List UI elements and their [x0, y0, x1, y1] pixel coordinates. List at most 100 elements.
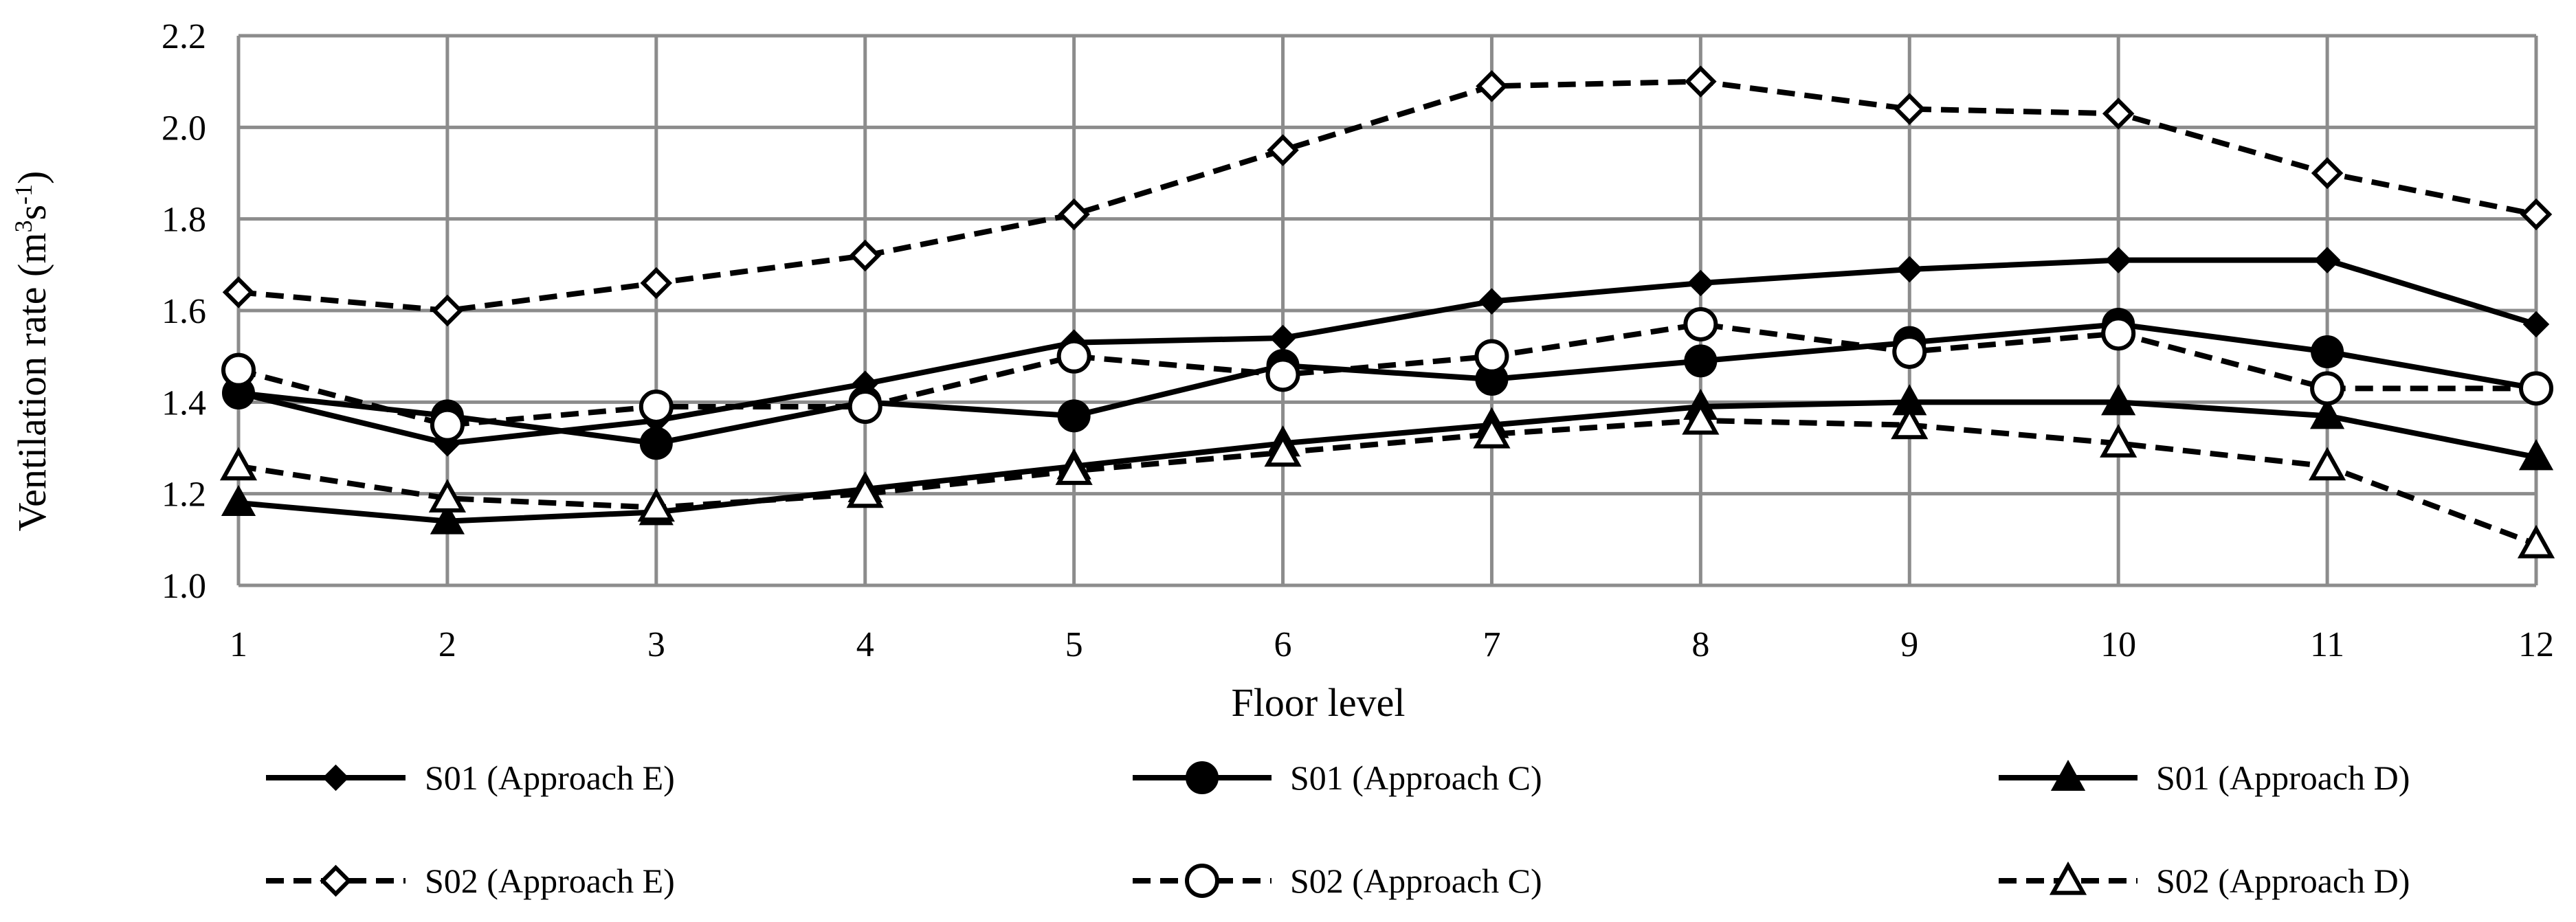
legend-label: S01 (Approach D)	[2156, 758, 2410, 797]
data-point	[1684, 344, 1718, 378]
data-point	[847, 390, 882, 424]
data-point	[1478, 288, 1505, 315]
legend-item: S02 (Approach E)	[266, 862, 675, 900]
legend-swatch-marker	[2050, 759, 2086, 791]
x-axis-ticks: 1 2 3 4 5 6 7 8 9 10 11 12	[230, 625, 2554, 664]
data-point	[2518, 439, 2554, 471]
x-tick-label: 7	[1483, 625, 1500, 664]
y-axis-title-sup1: 3	[10, 221, 37, 233]
y-tick-label: 1.4	[162, 383, 206, 423]
data-point	[1474, 339, 1509, 374]
data-point	[2105, 247, 2132, 273]
legend-item: S02 (Approach C)	[1133, 862, 1542, 900]
legend: S01 (Approach E) S01 (Approach C) S01 (App…	[266, 758, 2410, 900]
legend-item: S01 (Approach E)	[266, 758, 675, 797]
data-point	[222, 276, 255, 308]
series-line	[238, 78, 2537, 313]
series-line	[238, 418, 2538, 547]
series-line	[238, 399, 2537, 524]
data-point	[431, 294, 464, 327]
data-point	[1473, 414, 1511, 449]
series-5	[221, 307, 2553, 442]
legend-swatch-marker	[1186, 761, 1219, 794]
legend-swatch-marker	[320, 864, 352, 897]
data-point	[2311, 157, 2344, 190]
y-tick-label: 1.8	[162, 201, 206, 240]
legend-item: S01 (Approach C)	[1133, 758, 1542, 797]
data-point	[2100, 424, 2138, 458]
y-tick-label: 1.2	[162, 475, 206, 515]
legend-swatch-marker	[2049, 861, 2087, 895]
y-axis-title-end: )	[10, 171, 54, 184]
y-axis-title: Ventilation rate (m3s-1)	[10, 171, 54, 532]
data-point	[1058, 198, 1090, 231]
data-point	[2313, 247, 2341, 273]
series-line	[238, 322, 2537, 447]
data-point	[2309, 398, 2345, 429]
data-point	[1264, 433, 1302, 467]
legend-label: S02 (Approach E)	[425, 862, 675, 900]
data-point	[430, 407, 465, 442]
data-point	[2308, 447, 2346, 481]
data-point	[846, 474, 884, 508]
x-tick-label: 11	[2310, 625, 2344, 664]
data-point	[637, 488, 675, 522]
y-tick-label: 2.2	[162, 17, 206, 56]
data-point	[1891, 405, 1929, 440]
data-point	[1056, 339, 1091, 374]
legend-item: S02 (Approach D)	[1999, 861, 2410, 900]
data-point	[2520, 198, 2553, 231]
data-point	[1894, 93, 1926, 125]
series	[219, 65, 2555, 559]
data-point	[2517, 524, 2555, 559]
x-tick-label: 12	[2518, 625, 2554, 664]
series-line	[238, 257, 2538, 447]
data-point	[2519, 371, 2553, 406]
x-tick-label: 1	[230, 625, 247, 664]
data-point	[2522, 311, 2550, 338]
y-axis-ticks: 1.0 1.2 1.4 1.6 1.8 2.0 2.2	[162, 17, 206, 606]
y-tick-label: 1.0	[162, 567, 206, 606]
x-tick-label: 8	[1691, 625, 1709, 664]
data-point	[1055, 451, 1093, 485]
series-3	[221, 384, 2554, 535]
data-point	[639, 390, 674, 424]
data-point	[430, 503, 465, 535]
x-tick-label: 9	[1900, 625, 1918, 664]
x-tick-label: 5	[1065, 625, 1083, 664]
legend-item: S01 (Approach D)	[1999, 758, 2410, 797]
series-line	[237, 322, 2536, 428]
data-point	[221, 352, 256, 387]
data-point	[1682, 401, 1720, 435]
legend-swatch-marker	[322, 764, 349, 791]
data-point	[2311, 335, 2344, 368]
data-point	[1265, 357, 1300, 392]
legend-label: S02 (Approach C)	[1290, 862, 1542, 900]
data-point	[1896, 256, 1923, 283]
data-point	[2101, 316, 2136, 351]
data-point	[1267, 134, 1299, 166]
legend-label: S01 (Approach C)	[1290, 758, 1542, 797]
data-point	[849, 239, 881, 272]
data-point	[2101, 384, 2136, 416]
y-axis-title-mid: s	[10, 205, 54, 221]
data-point	[640, 267, 673, 300]
series-4	[222, 65, 2553, 327]
y-tick-label: 2.0	[162, 109, 206, 148]
data-point	[2310, 371, 2345, 406]
data-point	[219, 447, 258, 481]
y-axis-title-main: Ventilation rate (m	[10, 233, 54, 532]
series-6	[219, 401, 2555, 559]
data-point	[1892, 335, 1927, 369]
data-point	[639, 427, 673, 460]
x-axis-title: Floor level	[1232, 680, 1406, 725]
legend-label: S02 (Approach D)	[2156, 862, 2410, 900]
x-tick-label: 10	[2100, 625, 2136, 664]
data-point	[1269, 324, 1296, 352]
data-point	[221, 484, 256, 516]
legend-swatch-marker	[1185, 864, 1219, 898]
x-tick-label: 2	[438, 625, 456, 664]
data-point	[2102, 98, 2135, 130]
y-tick-label: 1.6	[162, 292, 206, 331]
